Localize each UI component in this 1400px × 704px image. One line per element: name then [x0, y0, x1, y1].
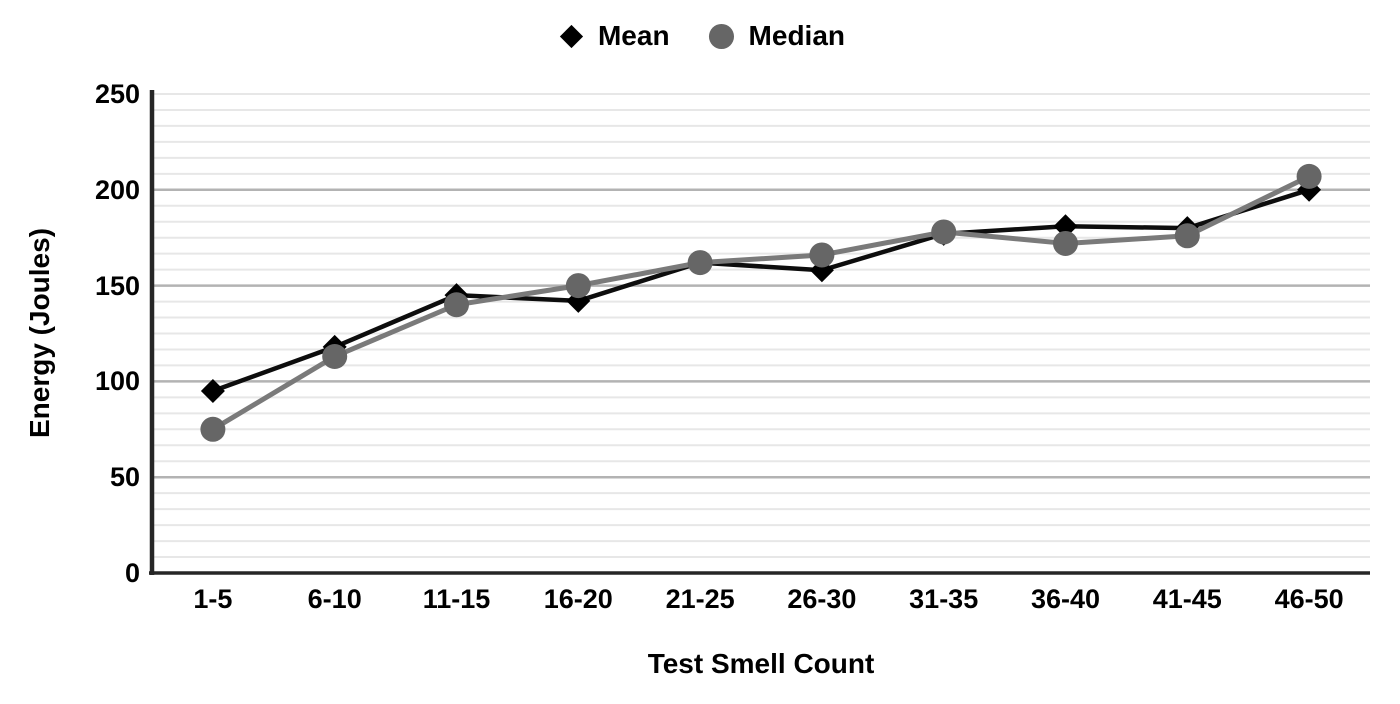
legend-item-median: Median: [708, 22, 845, 50]
chart-legend: Mean Median: [559, 22, 845, 50]
y-tick-label-100: 100: [94, 366, 140, 397]
y-tick-label-50: 50: [109, 462, 140, 493]
y-tick-label-250: 250: [94, 79, 140, 109]
marker-circle-46-50: [1296, 163, 1322, 189]
marker-diamond-1-5: [200, 378, 225, 403]
x-tick-label-31-35: 31-35: [909, 584, 979, 614]
marker-circle-11-15: [444, 292, 469, 318]
marker-circle-31-35: [931, 219, 957, 245]
marker-circle-1-5: [200, 416, 226, 442]
marker-circle-21-25: [687, 250, 713, 276]
marker-circle-36-40: [1053, 230, 1078, 256]
marker-diamond-36-40: [1053, 214, 1078, 239]
marker-circle-26-30: [809, 242, 835, 268]
marker-circle-6-10: [322, 343, 348, 369]
x-tick-label-46-50: 46-50: [1274, 584, 1344, 614]
x-tick-label-1-5: 1-5: [193, 584, 233, 614]
y-tick-label-150: 150: [94, 270, 140, 301]
legend-label-mean: Mean: [597, 20, 670, 51]
median-circle-icon: [708, 23, 734, 49]
x-tick-label-26-30: 26-30: [787, 584, 857, 614]
x-tick-label-16-20: 16-20: [543, 584, 613, 614]
x-axis-title: Test Smell Count: [647, 648, 875, 679]
x-tick-label-36-40: 36-40: [1030, 584, 1101, 614]
x-tick-label-6-10: 6-10: [307, 584, 362, 614]
x-tick-label-21-25: 21-25: [665, 584, 735, 614]
legend-item-mean: Mean: [559, 22, 670, 50]
x-tick-label-11-15: 11-15: [422, 584, 491, 614]
marker-circle-16-20: [565, 273, 591, 299]
series-line-median: [211, 174, 1311, 432]
series-line-mean: [212, 187, 1310, 394]
y-tick-label-0: 0: [124, 558, 140, 588]
y-axis-tick-labels: 0 50 100 150 200 250: [0, 0, 140, 704]
legend-label-median: Median: [748, 20, 846, 51]
mean-diamond-icon: [559, 24, 584, 48]
x-tick-label-41-45: 41-45: [1152, 584, 1222, 614]
marker-circle-41-45: [1174, 223, 1200, 249]
y-tick-label-200: 200: [94, 174, 140, 205]
